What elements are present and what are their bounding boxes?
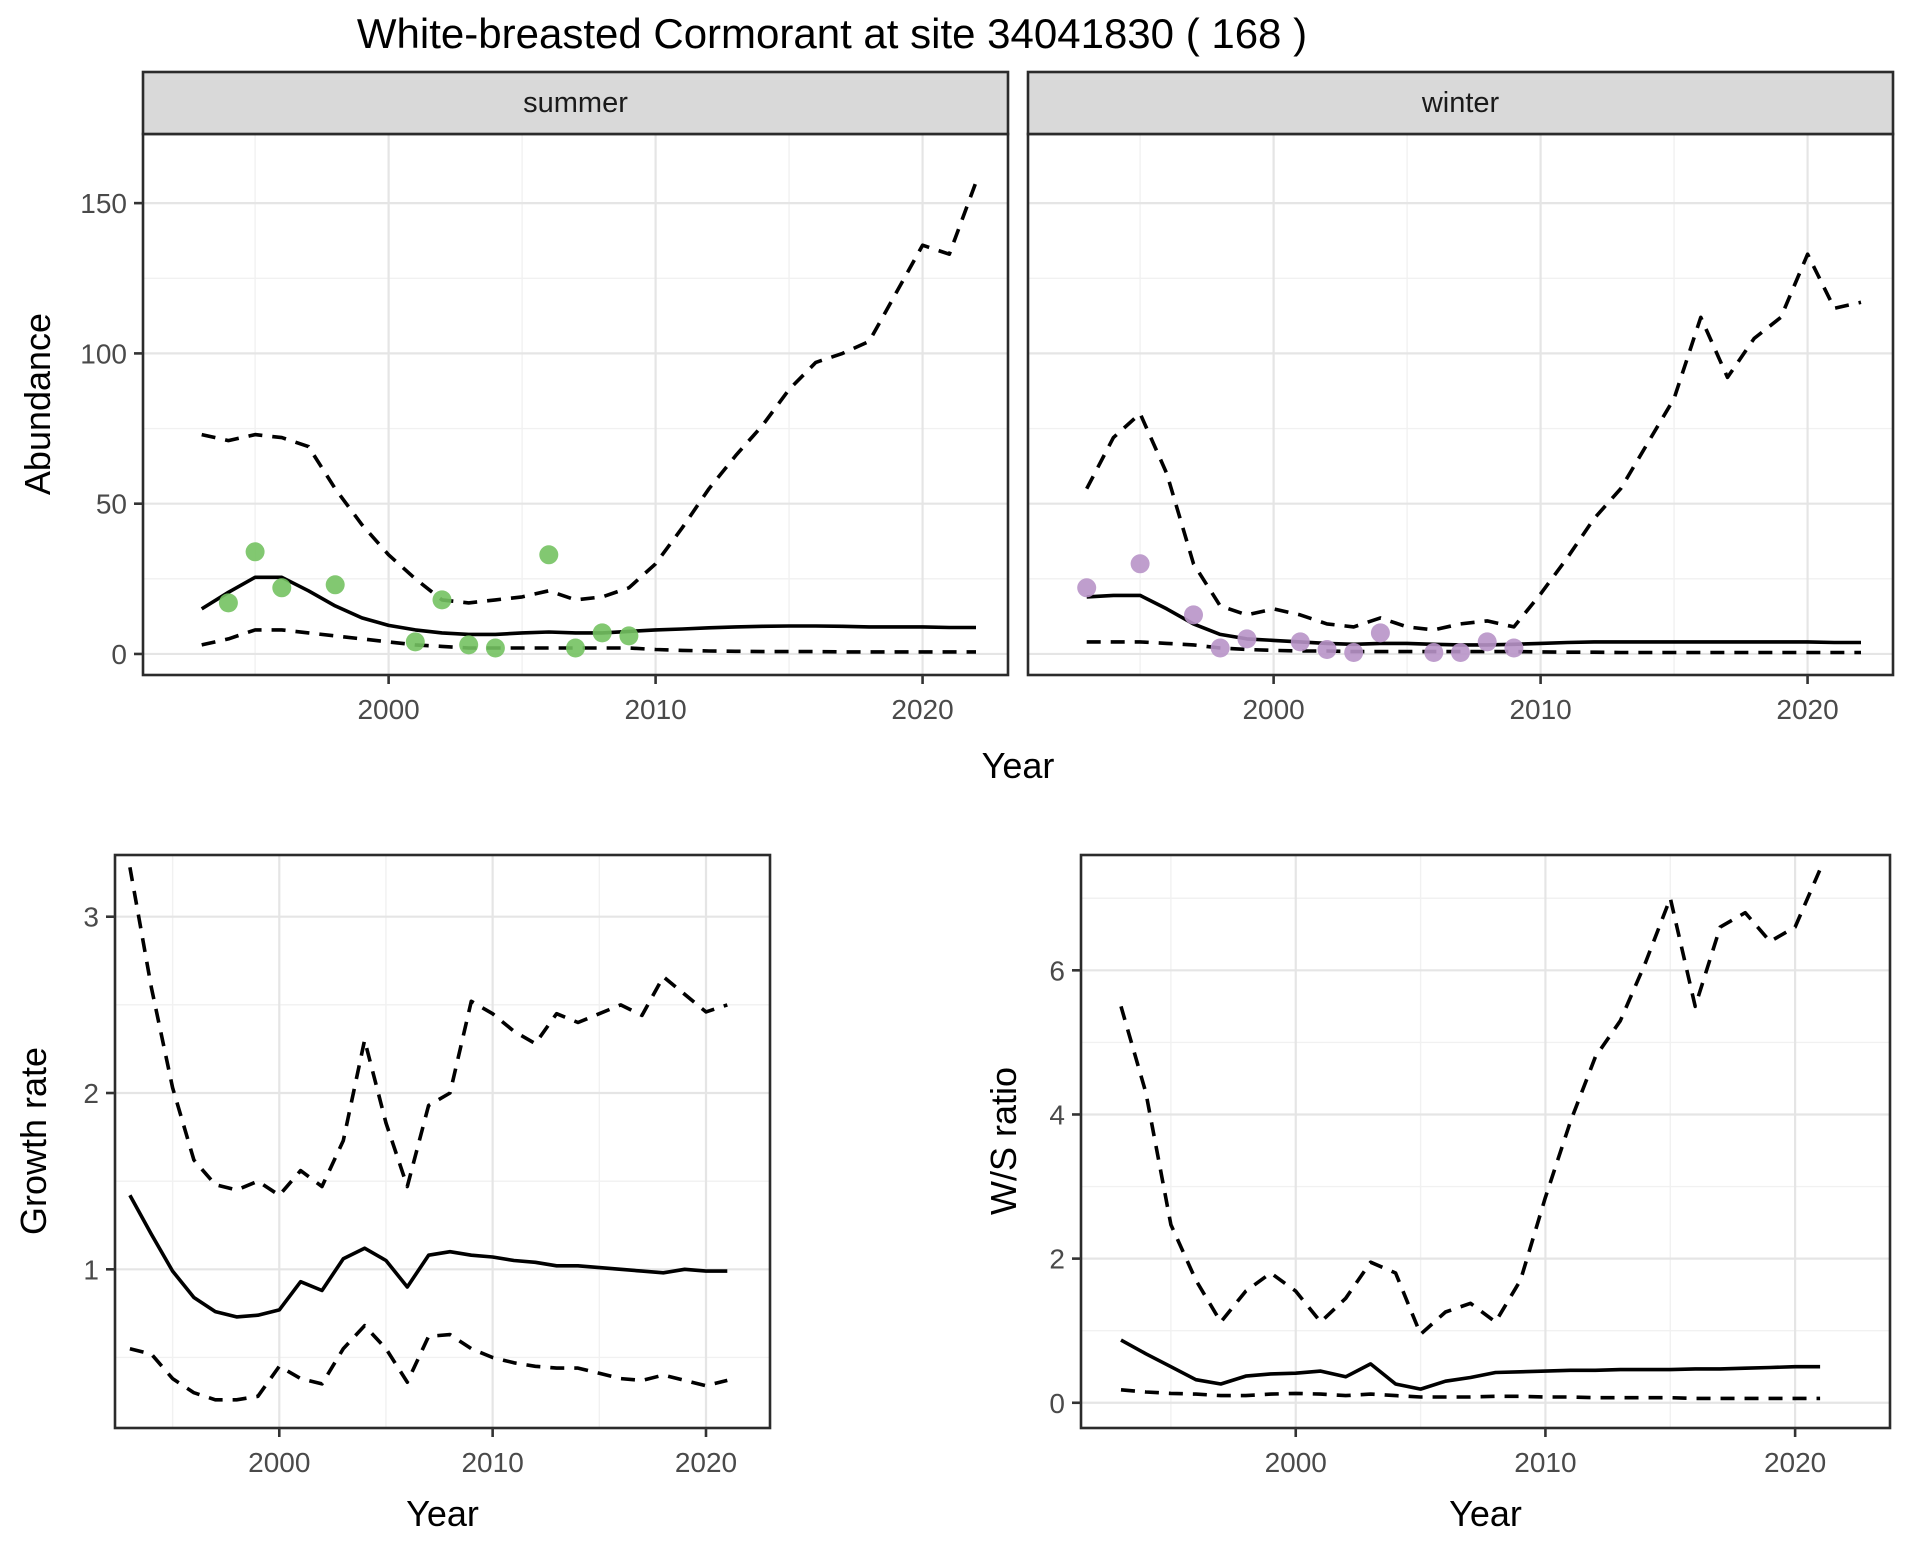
observed-count [1184, 605, 1203, 625]
observed-count [592, 623, 612, 643]
lower-ci-line [201, 628, 976, 654]
y-axis-tick-label: 2 [83, 1078, 99, 1109]
x-axis: 2000 2010 2020 [248, 1428, 737, 1478]
abundance-x-axis-title: Year [981, 745, 1055, 786]
upper-ci-line [1085, 252, 1862, 632]
lower-ci-line [1120, 1388, 1821, 1401]
upper-ci-line [201, 181, 978, 605]
facet-strip [1026, 70, 1895, 136]
y-axis-tick-label: 1 [83, 1254, 99, 1285]
observed-count [1210, 638, 1230, 658]
ws-ratio-x-axis-title: Year [1449, 1493, 1522, 1534]
observed-count [619, 626, 639, 646]
observed-count [1317, 640, 1337, 659]
x-axis: 2000 2010 2020 [357, 675, 954, 725]
observed-count [566, 638, 585, 658]
observed-count [218, 593, 238, 613]
model-fit-line [128, 1194, 728, 1319]
x-axis-tick-label: 2020 [1764, 1447, 1826, 1478]
observed-count-points [1077, 554, 1524, 662]
x-axis: 2000 2010 2020 [1242, 675, 1839, 725]
ws-ratio-y-axis-title: W/S ratio [983, 1066, 1024, 1216]
observed-count [1344, 643, 1364, 662]
x-axis-tick-label: 2010 [461, 1447, 523, 1478]
observed-count [1130, 554, 1150, 574]
y-axis-tick-label: 0 [111, 639, 127, 670]
panel-background [1028, 134, 1893, 675]
x-axis-tick-label: 2010 [624, 694, 686, 725]
y-axis-tick-label: 6 [1049, 955, 1065, 986]
observed-count [1424, 643, 1444, 662]
observed-count [539, 545, 559, 565]
model-fit-line [1120, 1338, 1821, 1391]
x-axis-tick-label: 2020 [675, 1447, 737, 1478]
panel-ws_ratio: 2000 2010 2020 0 2 4 6 [1049, 853, 1892, 1478]
x-axis-tick-label: 2000 [1242, 694, 1304, 725]
panel-growth_rate: 2000 2010 2020 1 2 3 [83, 853, 772, 1478]
observed-count [432, 590, 452, 610]
panel-background [115, 855, 770, 1428]
observed-count [325, 575, 345, 595]
observed-count [1370, 623, 1390, 643]
observed-count [1451, 643, 1470, 662]
y-axis-tick-label: 2 [1049, 1244, 1065, 1275]
observed-count [1290, 632, 1310, 652]
observed-count [245, 542, 265, 562]
x-axis-tick-label: 2000 [248, 1447, 310, 1478]
chart-title: White-breasted Cormorant at site 3404183… [356, 10, 1308, 57]
upper-ci-line [128, 866, 728, 1198]
facet-strip [141, 70, 1010, 136]
y-axis: 0 2 4 6 [1049, 955, 1081, 1419]
observed-count [459, 635, 479, 655]
panel-background [1081, 855, 1890, 1428]
observed-count [1077, 578, 1097, 598]
upper-ci-line [1119, 868, 1822, 1337]
y-axis-tick-label: 50 [96, 489, 127, 520]
facet-strip-label-summer: summer [523, 86, 628, 119]
x-axis-tick-label: 2020 [891, 694, 953, 725]
x-axis-tick-label: 2020 [1776, 694, 1838, 725]
y-axis-tick-label: 4 [1049, 1099, 1065, 1130]
abundance-y-axis-title: Abundance [17, 312, 58, 496]
facet-strip-label-winter: winter [1421, 86, 1500, 119]
x-axis-tick-label: 2010 [1514, 1447, 1576, 1478]
y-axis-tick-label: 150 [80, 188, 127, 219]
x-axis: 2000 2010 2020 [1265, 1428, 1826, 1478]
y-axis-tick-label: 3 [83, 902, 99, 933]
observed-count [405, 632, 425, 652]
growth-rate-y-axis-title: Growth rate [13, 1046, 54, 1236]
model-fit-line [200, 575, 976, 637]
observed-count [272, 578, 292, 598]
observed-count [1504, 638, 1524, 658]
gridlines [115, 855, 770, 1428]
panel-border [113, 853, 772, 1430]
observed-count [1477, 632, 1497, 652]
panel-border [1079, 853, 1892, 1430]
model-fit-line [1086, 593, 1861, 647]
y-axis: 1 2 3 [83, 902, 115, 1285]
x-axis-tick-label: 2010 [1509, 694, 1571, 725]
gridlines [1081, 855, 1890, 1428]
observed-count [485, 638, 505, 658]
y-axis: 0 50 100 150 [80, 188, 143, 670]
lower-ci-line [129, 1323, 728, 1402]
y-axis-tick-label: 100 [80, 338, 127, 369]
observed-count [1237, 629, 1257, 649]
y-axis-tick-label: 0 [1049, 1388, 1065, 1419]
x-axis-tick-label: 2000 [1265, 1447, 1327, 1478]
panel-abundance_winter: 2000 2010 2020 [1026, 70, 1895, 725]
x-axis-tick-label: 2000 [357, 694, 419, 725]
panel-abundance_summer: 2000 2010 2020 0 50 100 150 [80, 70, 1010, 725]
observed-count-points [218, 542, 639, 658]
panel-background [143, 134, 1008, 675]
growth-rate-x-axis-title: Year [406, 1493, 479, 1534]
